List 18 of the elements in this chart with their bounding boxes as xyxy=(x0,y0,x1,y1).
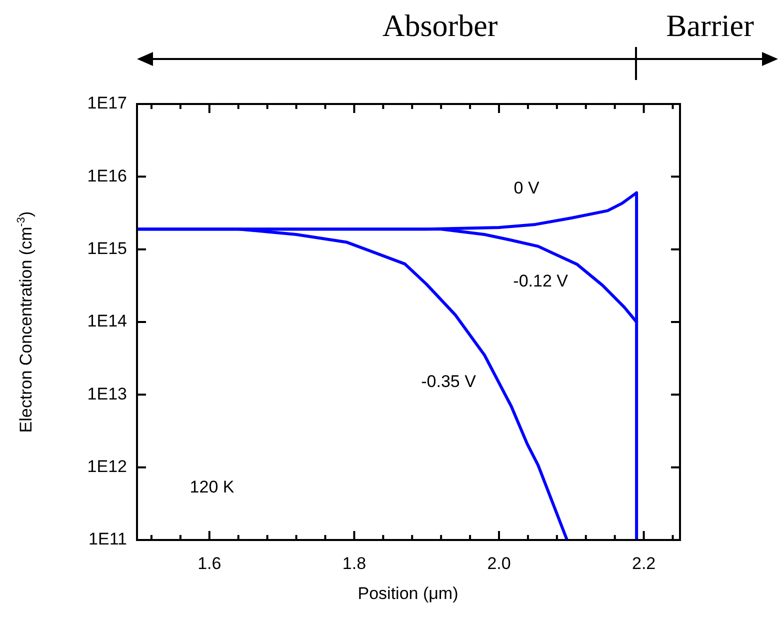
annotation: 120 K xyxy=(190,478,235,497)
y-tick-label: 1E14 xyxy=(87,312,127,331)
y-tick-label: 1E13 xyxy=(87,384,127,404)
y-tick-label: 1E16 xyxy=(87,166,127,186)
x-tick-label: 1.6 xyxy=(198,554,222,573)
y-tick-label: 1E15 xyxy=(87,239,127,258)
text: Barrier xyxy=(666,8,754,44)
series-label: -0.12 V xyxy=(513,272,569,291)
x-tick-label: 2.2 xyxy=(632,554,656,573)
series-label: 0 V xyxy=(514,178,540,198)
x-tick-label: 2.0 xyxy=(487,554,511,573)
series-label: -0.35 V xyxy=(421,372,477,391)
x-tick-label: 1.8 xyxy=(342,554,366,573)
y-tick-label: 1E17 xyxy=(87,94,127,113)
y-tick-label: 1E11 xyxy=(88,530,127,549)
x-axis-title: Position (μm) xyxy=(358,584,458,604)
y-tick-label: 1E12 xyxy=(87,457,127,476)
text: Absorber xyxy=(382,8,498,44)
